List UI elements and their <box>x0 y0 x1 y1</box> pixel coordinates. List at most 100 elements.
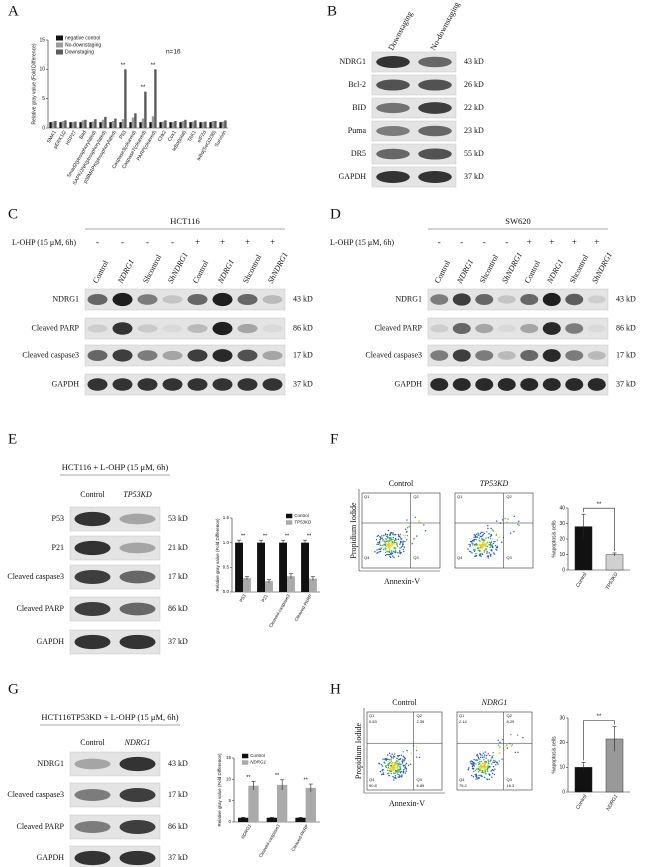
flow-event <box>380 547 382 550</box>
flow-event <box>481 766 483 769</box>
blot-band <box>87 378 108 391</box>
bar <box>81 120 85 128</box>
flow-event <box>384 765 387 768</box>
flow-event <box>469 544 472 546</box>
flow-event <box>402 755 404 757</box>
flow-event <box>480 767 482 769</box>
flow-event <box>406 526 409 529</box>
flow-event <box>491 550 493 552</box>
blot-band <box>418 102 452 114</box>
treatment-sign: + <box>195 237 200 247</box>
flow-event <box>483 542 485 544</box>
flow-frame <box>454 492 534 569</box>
bar <box>605 554 624 571</box>
flow-event <box>404 767 406 769</box>
blot-strip <box>427 288 609 311</box>
flow-event <box>468 767 470 769</box>
y-axis-label: %apoptosis cells <box>551 520 557 558</box>
y-axis-label: %apoptosis cells <box>551 736 557 774</box>
panel-label: B <box>327 3 337 19</box>
flow-event <box>478 539 480 542</box>
bar <box>287 576 295 592</box>
flow-event <box>498 760 500 762</box>
x-tick-label: NDRG1 <box>240 823 252 840</box>
flow-event <box>491 763 493 765</box>
blot-band <box>587 295 606 304</box>
bar <box>201 122 205 128</box>
flow-event <box>492 761 494 764</box>
bar <box>169 122 172 128</box>
flow-event <box>490 538 492 540</box>
flow-event <box>472 776 475 778</box>
flow-event <box>491 772 494 775</box>
quadrant-label: Q2 <box>507 713 513 718</box>
flow-event <box>379 536 382 539</box>
flow-event <box>479 535 482 538</box>
flow-event <box>381 773 383 776</box>
bar <box>59 122 62 128</box>
flow-event <box>494 760 496 763</box>
quadrant-label: Q3 <box>413 555 419 560</box>
flow-event <box>483 766 486 768</box>
flow-event <box>507 518 509 520</box>
flow-event <box>390 755 392 757</box>
flow-event <box>490 770 492 772</box>
flow-event <box>487 767 489 769</box>
blot-band <box>137 378 158 391</box>
flow-event <box>382 772 385 774</box>
quadrant-percent: 8.29 <box>507 719 516 724</box>
bar <box>51 121 55 128</box>
significance: ** <box>151 63 156 69</box>
protein-name: Cleaved PARP <box>32 323 80 332</box>
flow-event <box>376 549 378 551</box>
blot-band <box>162 324 183 333</box>
flow-y-label: Propidium Iodide <box>354 722 363 779</box>
lane-label: Control <box>523 258 543 285</box>
flow-event <box>392 532 394 534</box>
bar <box>94 119 97 128</box>
bar <box>204 121 207 128</box>
flow-event <box>493 553 496 555</box>
flow-event <box>418 521 420 523</box>
flow-event <box>513 531 515 533</box>
flow-event <box>406 530 408 533</box>
flow-event <box>477 532 479 534</box>
flow-event <box>418 519 420 522</box>
legend-label: Control <box>294 513 309 518</box>
blot-band <box>137 350 158 361</box>
blot-band <box>262 324 283 333</box>
legend-swatch <box>242 753 249 759</box>
flow-event <box>490 527 492 530</box>
flow-event <box>389 553 391 556</box>
lane-label: Control <box>191 258 211 285</box>
blot-title: HCT116TP53KD + L-OHP (15 μM, 6h) <box>41 712 178 722</box>
protein-name: Cleaved caspase3 <box>7 790 64 799</box>
blot-band <box>520 378 539 391</box>
bar <box>266 817 277 822</box>
x-tick-label: TP53KD <box>605 571 620 591</box>
blot-band <box>542 378 561 391</box>
significance: ** <box>141 85 146 91</box>
blot-band <box>119 756 156 772</box>
blot-band <box>187 349 208 362</box>
x-tick-label: TAK1 <box>187 129 198 143</box>
flow-event <box>483 532 486 535</box>
flow-event <box>483 551 485 553</box>
bar <box>134 113 137 128</box>
bar <box>305 787 316 822</box>
bar <box>257 542 265 592</box>
lane-label: Control <box>80 738 105 747</box>
blot-band <box>475 323 494 334</box>
flow-event <box>506 744 508 746</box>
flow-event <box>392 772 395 774</box>
flow-event <box>488 543 491 546</box>
protein-name: GAPDH <box>36 637 64 646</box>
flow-event <box>394 541 396 544</box>
blot-band <box>520 323 539 334</box>
flow-event <box>468 550 471 552</box>
y-tick-label: 0 <box>562 789 565 795</box>
flow-event <box>397 759 400 761</box>
flow-event <box>385 538 387 541</box>
flow-event <box>471 767 474 769</box>
blot-band <box>418 79 452 91</box>
